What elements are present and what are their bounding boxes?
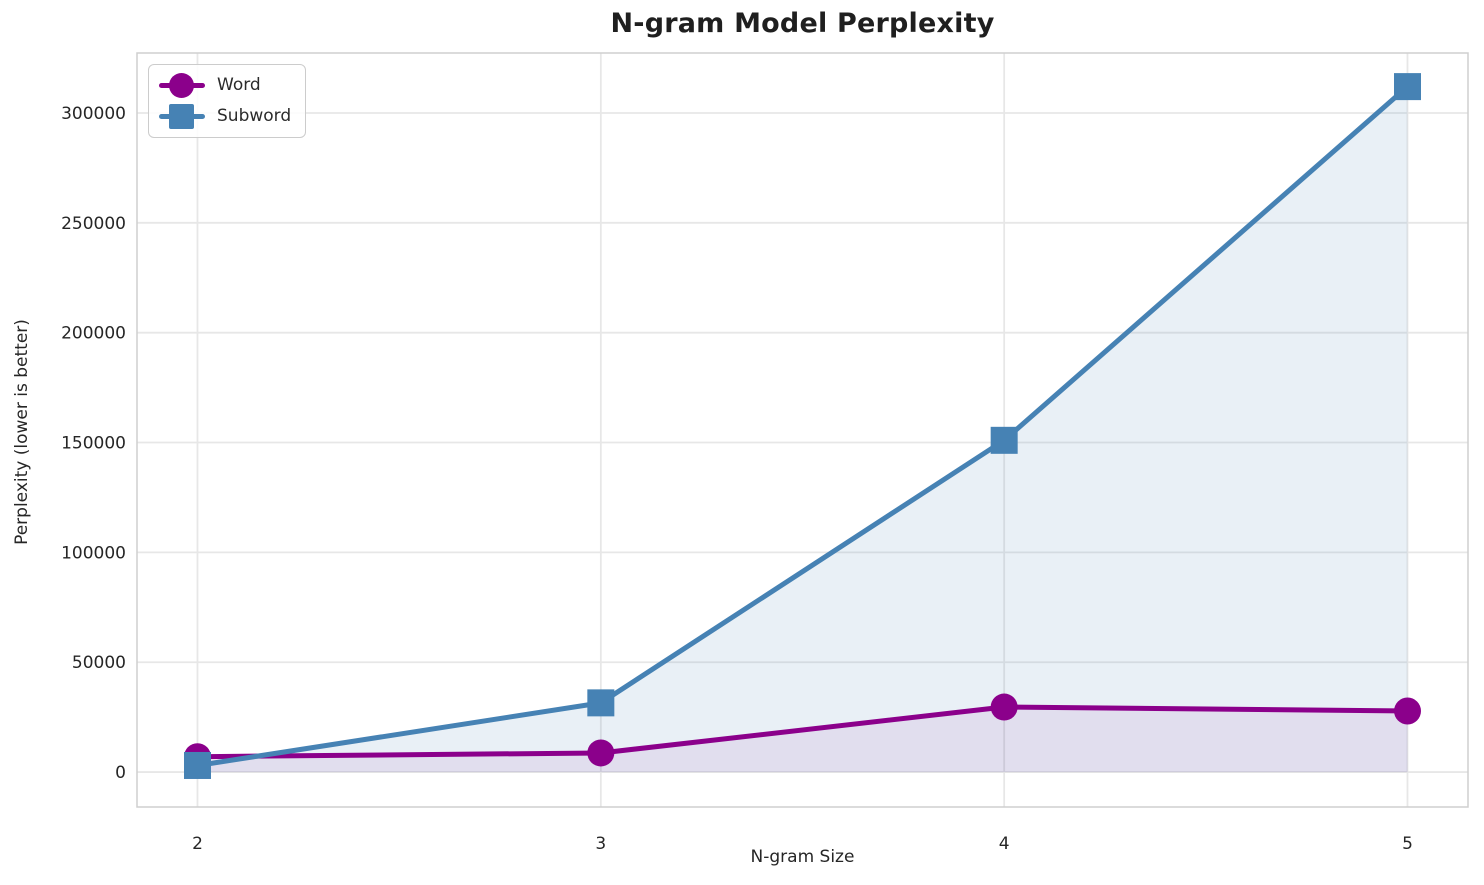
legend-label: Subword (217, 106, 292, 126)
subword-data-point (1394, 73, 1421, 101)
x-tick-label: 4 (999, 834, 1010, 854)
subword-line-square-marker-icon (159, 103, 205, 130)
legend-item-word: Word (159, 72, 291, 99)
subword-data-point (184, 751, 211, 779)
chart-title: N-gram Model Perplexity (610, 8, 995, 39)
word-line-circle-marker-icon (159, 72, 205, 99)
axes-spines (136, 52, 1469, 808)
x-tick-label: 3 (595, 834, 606, 854)
legend-label: Word (217, 75, 261, 95)
y-tick-label: 150000 (61, 434, 126, 454)
subword-data-point (990, 426, 1018, 454)
x-axis-label: N-gram Size (750, 847, 855, 867)
word-data-point (990, 693, 1018, 721)
word-line (195, 704, 1410, 760)
subword-data-point (587, 689, 615, 717)
y-tick-label: 200000 (61, 324, 126, 344)
x-tick-label: 2 (192, 834, 203, 854)
y-tick-label: 50000 (72, 653, 126, 673)
legend-item-subword: Subword (159, 103, 291, 130)
y-tick-label: 100000 (61, 543, 126, 563)
subword-area-fill (197, 86, 1408, 773)
subword-line (195, 84, 1410, 768)
axes-background (137, 53, 1468, 807)
word-data-point (587, 739, 615, 767)
y-tick-label: 250000 (61, 214, 126, 234)
y-tick-label: 300000 (61, 104, 126, 124)
x-tick-label: 5 (1402, 834, 1413, 854)
word-data-point (1394, 697, 1421, 725)
legend: Word Subword (148, 64, 307, 138)
y-tick-label: 0 (115, 763, 126, 783)
y-axis-label: Perplexity (lower is better) (12, 319, 32, 545)
